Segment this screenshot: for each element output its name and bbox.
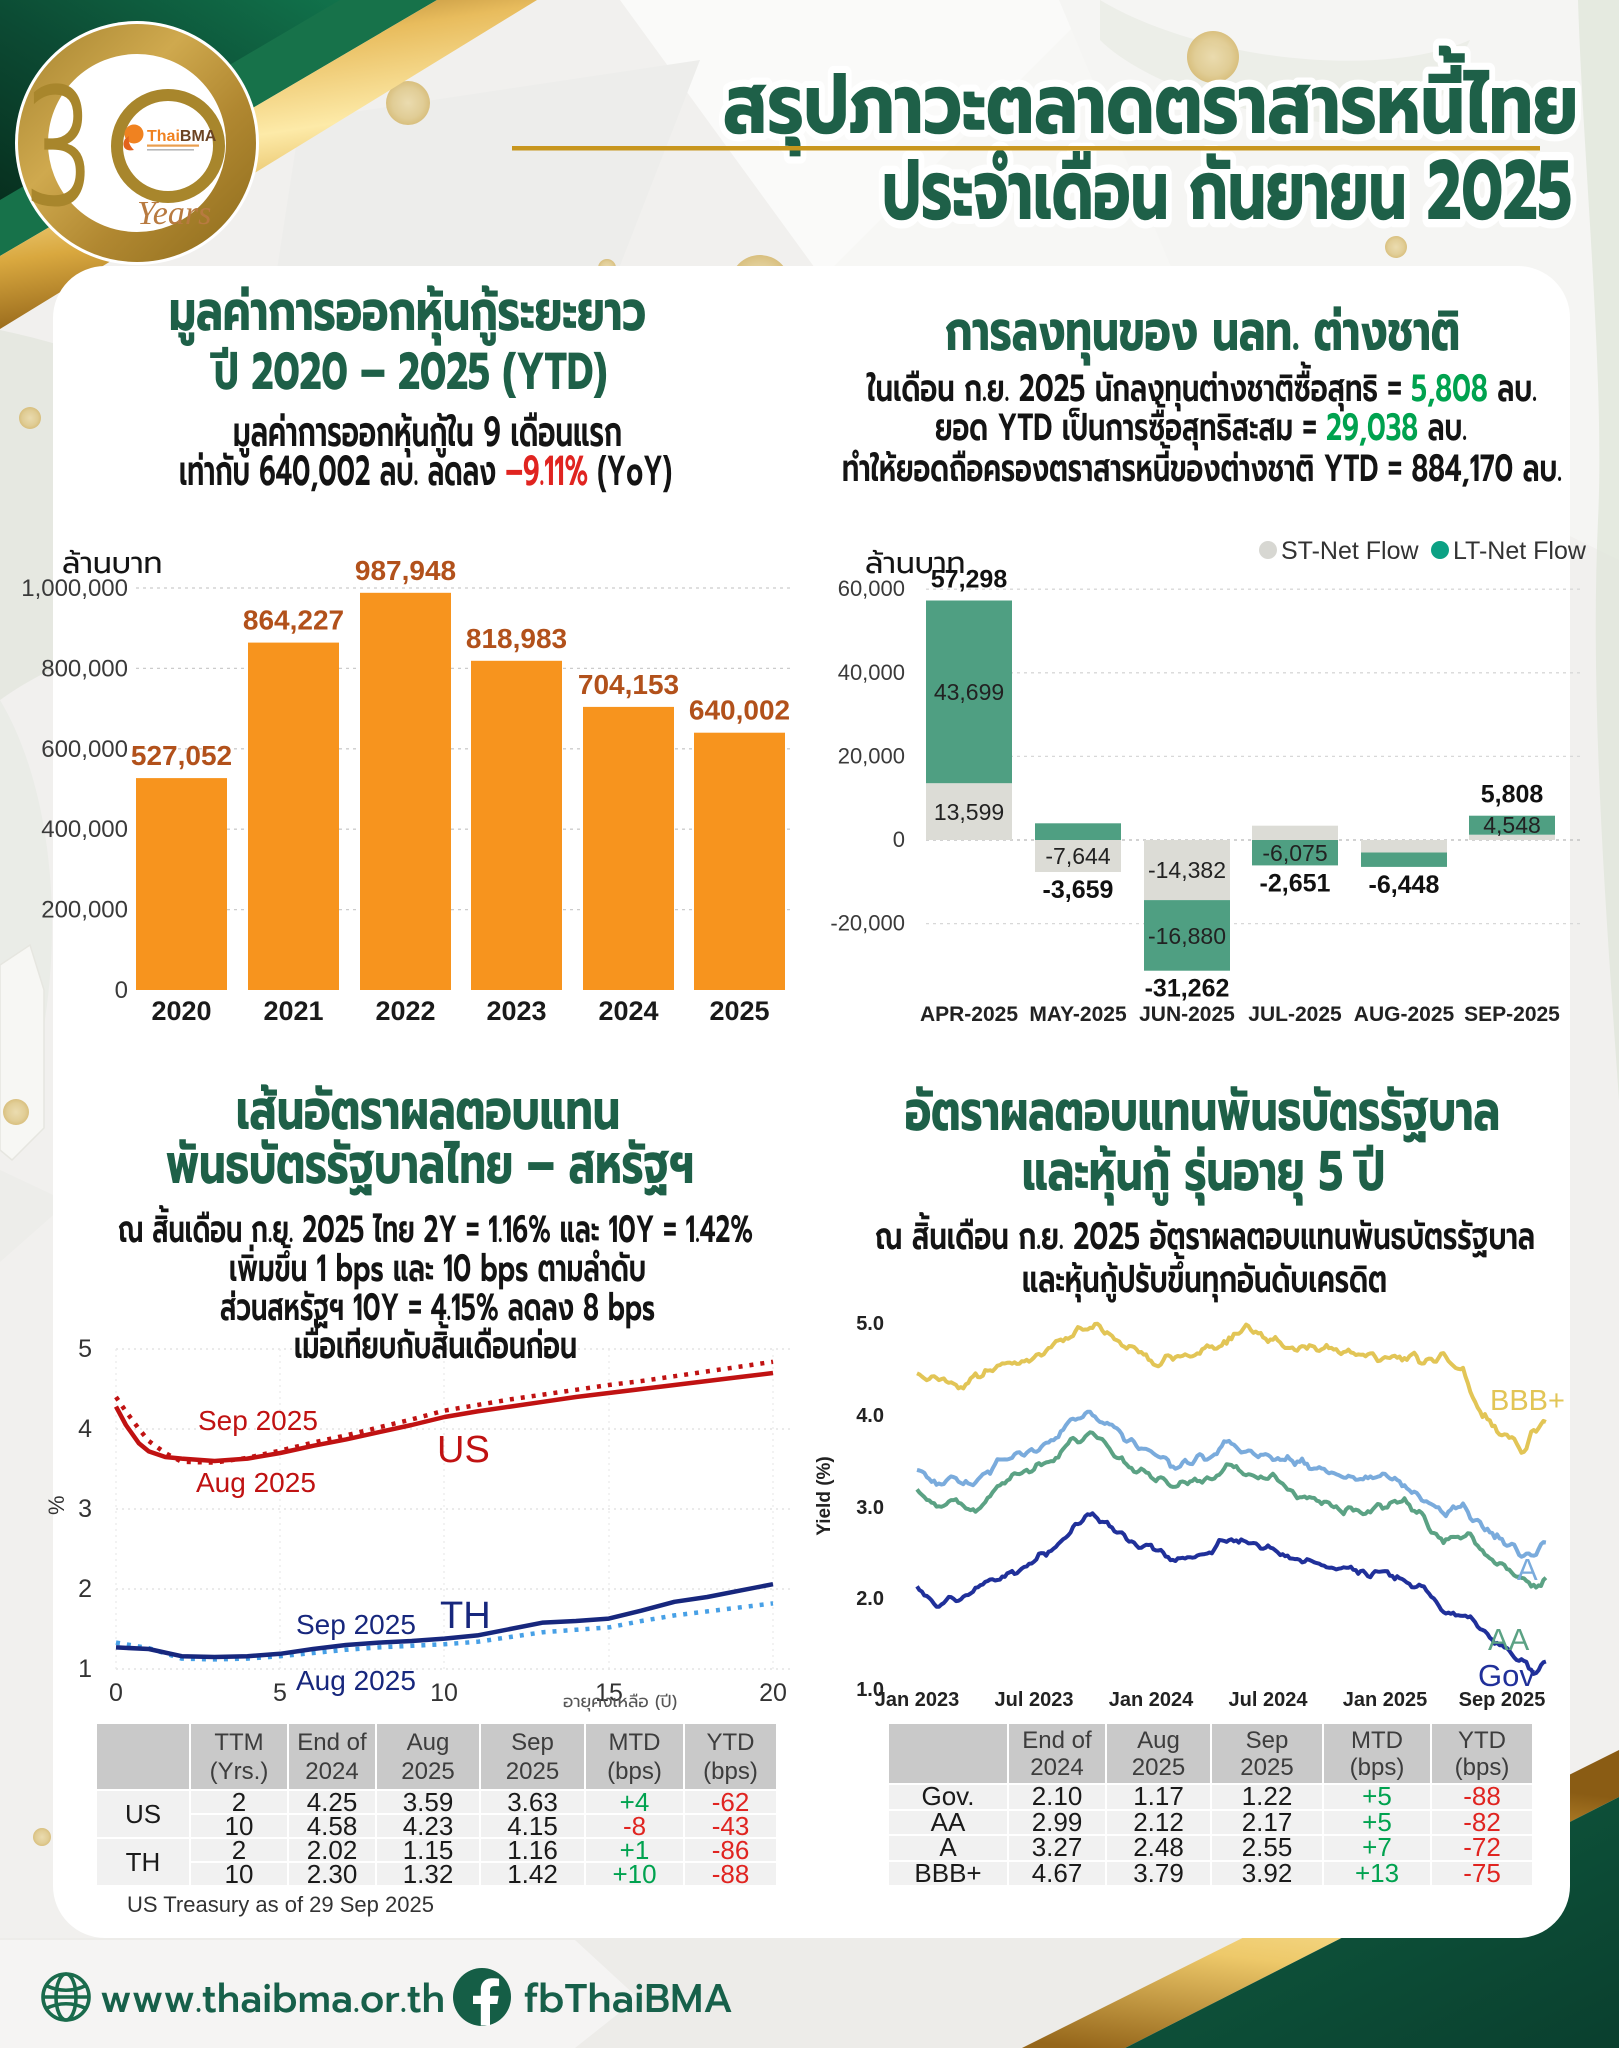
svg-text:-20,000: -20,000 bbox=[830, 911, 905, 936]
svg-text:-6,448: -6,448 bbox=[1369, 871, 1440, 899]
svg-text:0: 0 bbox=[115, 977, 128, 1004]
svg-text:704,153: 704,153 bbox=[578, 669, 679, 700]
svg-text:1.0: 1.0 bbox=[856, 1679, 884, 1701]
svg-text:-6,075: -6,075 bbox=[1262, 840, 1327, 866]
svg-text:2020: 2020 bbox=[151, 996, 211, 1026]
svg-text:Jan 2025: Jan 2025 bbox=[1343, 1689, 1428, 1711]
svg-text:Sep 2025: Sep 2025 bbox=[1459, 1689, 1546, 1711]
svg-text:BBB+: BBB+ bbox=[1490, 1385, 1565, 1417]
svg-text:1: 1 bbox=[78, 1655, 92, 1683]
svg-text:JUL-2025: JUL-2025 bbox=[1248, 1003, 1342, 1026]
svg-text:Sep 2025: Sep 2025 bbox=[296, 1609, 416, 1640]
svg-text:4: 4 bbox=[78, 1415, 92, 1443]
svg-text:800,000: 800,000 bbox=[41, 655, 128, 682]
svg-text:ST-Net Flow: ST-Net Flow bbox=[1281, 537, 1419, 565]
svg-text:-3,659: -3,659 bbox=[1043, 876, 1114, 904]
svg-text:864,227: 864,227 bbox=[243, 605, 344, 636]
svg-text:%: % bbox=[44, 1495, 69, 1515]
svg-text:Jan 2023: Jan 2023 bbox=[875, 1689, 960, 1711]
svg-text:2022: 2022 bbox=[375, 996, 435, 1026]
svg-text:MAY-2025: MAY-2025 bbox=[1029, 1003, 1127, 1026]
svg-text:43,699: 43,699 bbox=[934, 679, 1004, 705]
svg-text:Aug 2025: Aug 2025 bbox=[296, 1665, 416, 1696]
svg-text:TH: TH bbox=[440, 1595, 491, 1637]
svg-text:-7,644: -7,644 bbox=[1045, 843, 1110, 869]
svg-text:818,983: 818,983 bbox=[466, 623, 567, 654]
svg-text:400,000: 400,000 bbox=[41, 816, 128, 843]
svg-text:-2,651: -2,651 bbox=[1260, 869, 1331, 897]
svg-text:2023: 2023 bbox=[486, 996, 546, 1026]
svg-text:-16,880: -16,880 bbox=[1148, 923, 1226, 949]
svg-text:5.0: 5.0 bbox=[856, 1313, 884, 1335]
svg-text:AA: AA bbox=[1488, 1622, 1530, 1657]
svg-text:2: 2 bbox=[78, 1575, 92, 1603]
svg-text:SEP-2025: SEP-2025 bbox=[1464, 1003, 1560, 1026]
svg-text:3: 3 bbox=[78, 1495, 92, 1523]
svg-text:0: 0 bbox=[109, 1679, 123, 1707]
svg-text:Jul 2024: Jul 2024 bbox=[1229, 1689, 1309, 1711]
svg-text:4,548: 4,548 bbox=[1483, 812, 1541, 838]
svg-text:4.0: 4.0 bbox=[856, 1405, 884, 1427]
svg-text:2.0: 2.0 bbox=[856, 1588, 884, 1610]
svg-text:1,000,000: 1,000,000 bbox=[21, 575, 128, 602]
svg-text:Yield (%): Yield (%) bbox=[814, 1456, 835, 1536]
svg-text:Jan 2024: Jan 2024 bbox=[1109, 1689, 1194, 1711]
svg-text:527,052: 527,052 bbox=[131, 740, 232, 771]
svg-text:-14,382: -14,382 bbox=[1148, 857, 1226, 883]
svg-text:20,000: 20,000 bbox=[838, 743, 905, 768]
svg-text:Jul 2023: Jul 2023 bbox=[995, 1689, 1074, 1711]
svg-text:ThaiBMA: ThaiBMA bbox=[147, 128, 217, 145]
svg-text:5: 5 bbox=[78, 1335, 92, 1363]
svg-text:2021: 2021 bbox=[263, 996, 323, 1026]
svg-text:APR-2025: APR-2025 bbox=[920, 1003, 1018, 1026]
svg-text:60,000: 60,000 bbox=[838, 576, 905, 601]
svg-text:Aug 2025: Aug 2025 bbox=[196, 1467, 316, 1498]
svg-text:40,000: 40,000 bbox=[838, 660, 905, 685]
svg-text:5: 5 bbox=[273, 1679, 287, 1707]
svg-text:3.0: 3.0 bbox=[856, 1497, 884, 1519]
svg-text:200,000: 200,000 bbox=[41, 897, 128, 924]
svg-text:20: 20 bbox=[759, 1679, 787, 1707]
svg-text:Years: Years bbox=[137, 195, 211, 232]
svg-text:2025: 2025 bbox=[709, 996, 769, 1026]
svg-text:-31,262: -31,262 bbox=[1145, 975, 1230, 1003]
svg-text:640,002: 640,002 bbox=[689, 695, 790, 726]
svg-text:JUN-2025: JUN-2025 bbox=[1139, 1003, 1235, 1026]
svg-text:US: US bbox=[437, 1429, 490, 1471]
svg-text:5,808: 5,808 bbox=[1481, 781, 1544, 809]
svg-text:Sep 2025: Sep 2025 bbox=[198, 1405, 318, 1436]
svg-text:600,000: 600,000 bbox=[41, 736, 128, 763]
svg-text:LT-Net Flow: LT-Net Flow bbox=[1453, 537, 1587, 565]
svg-text:10: 10 bbox=[430, 1679, 458, 1707]
svg-text:Gov: Gov bbox=[1478, 1658, 1535, 1693]
svg-text:AUG-2025: AUG-2025 bbox=[1354, 1003, 1455, 1026]
svg-text:13,599: 13,599 bbox=[934, 799, 1004, 825]
svg-text:A: A bbox=[1517, 1552, 1538, 1587]
svg-text:987,948: 987,948 bbox=[355, 555, 456, 586]
svg-text:0: 0 bbox=[893, 827, 905, 852]
svg-text:2024: 2024 bbox=[598, 996, 658, 1026]
